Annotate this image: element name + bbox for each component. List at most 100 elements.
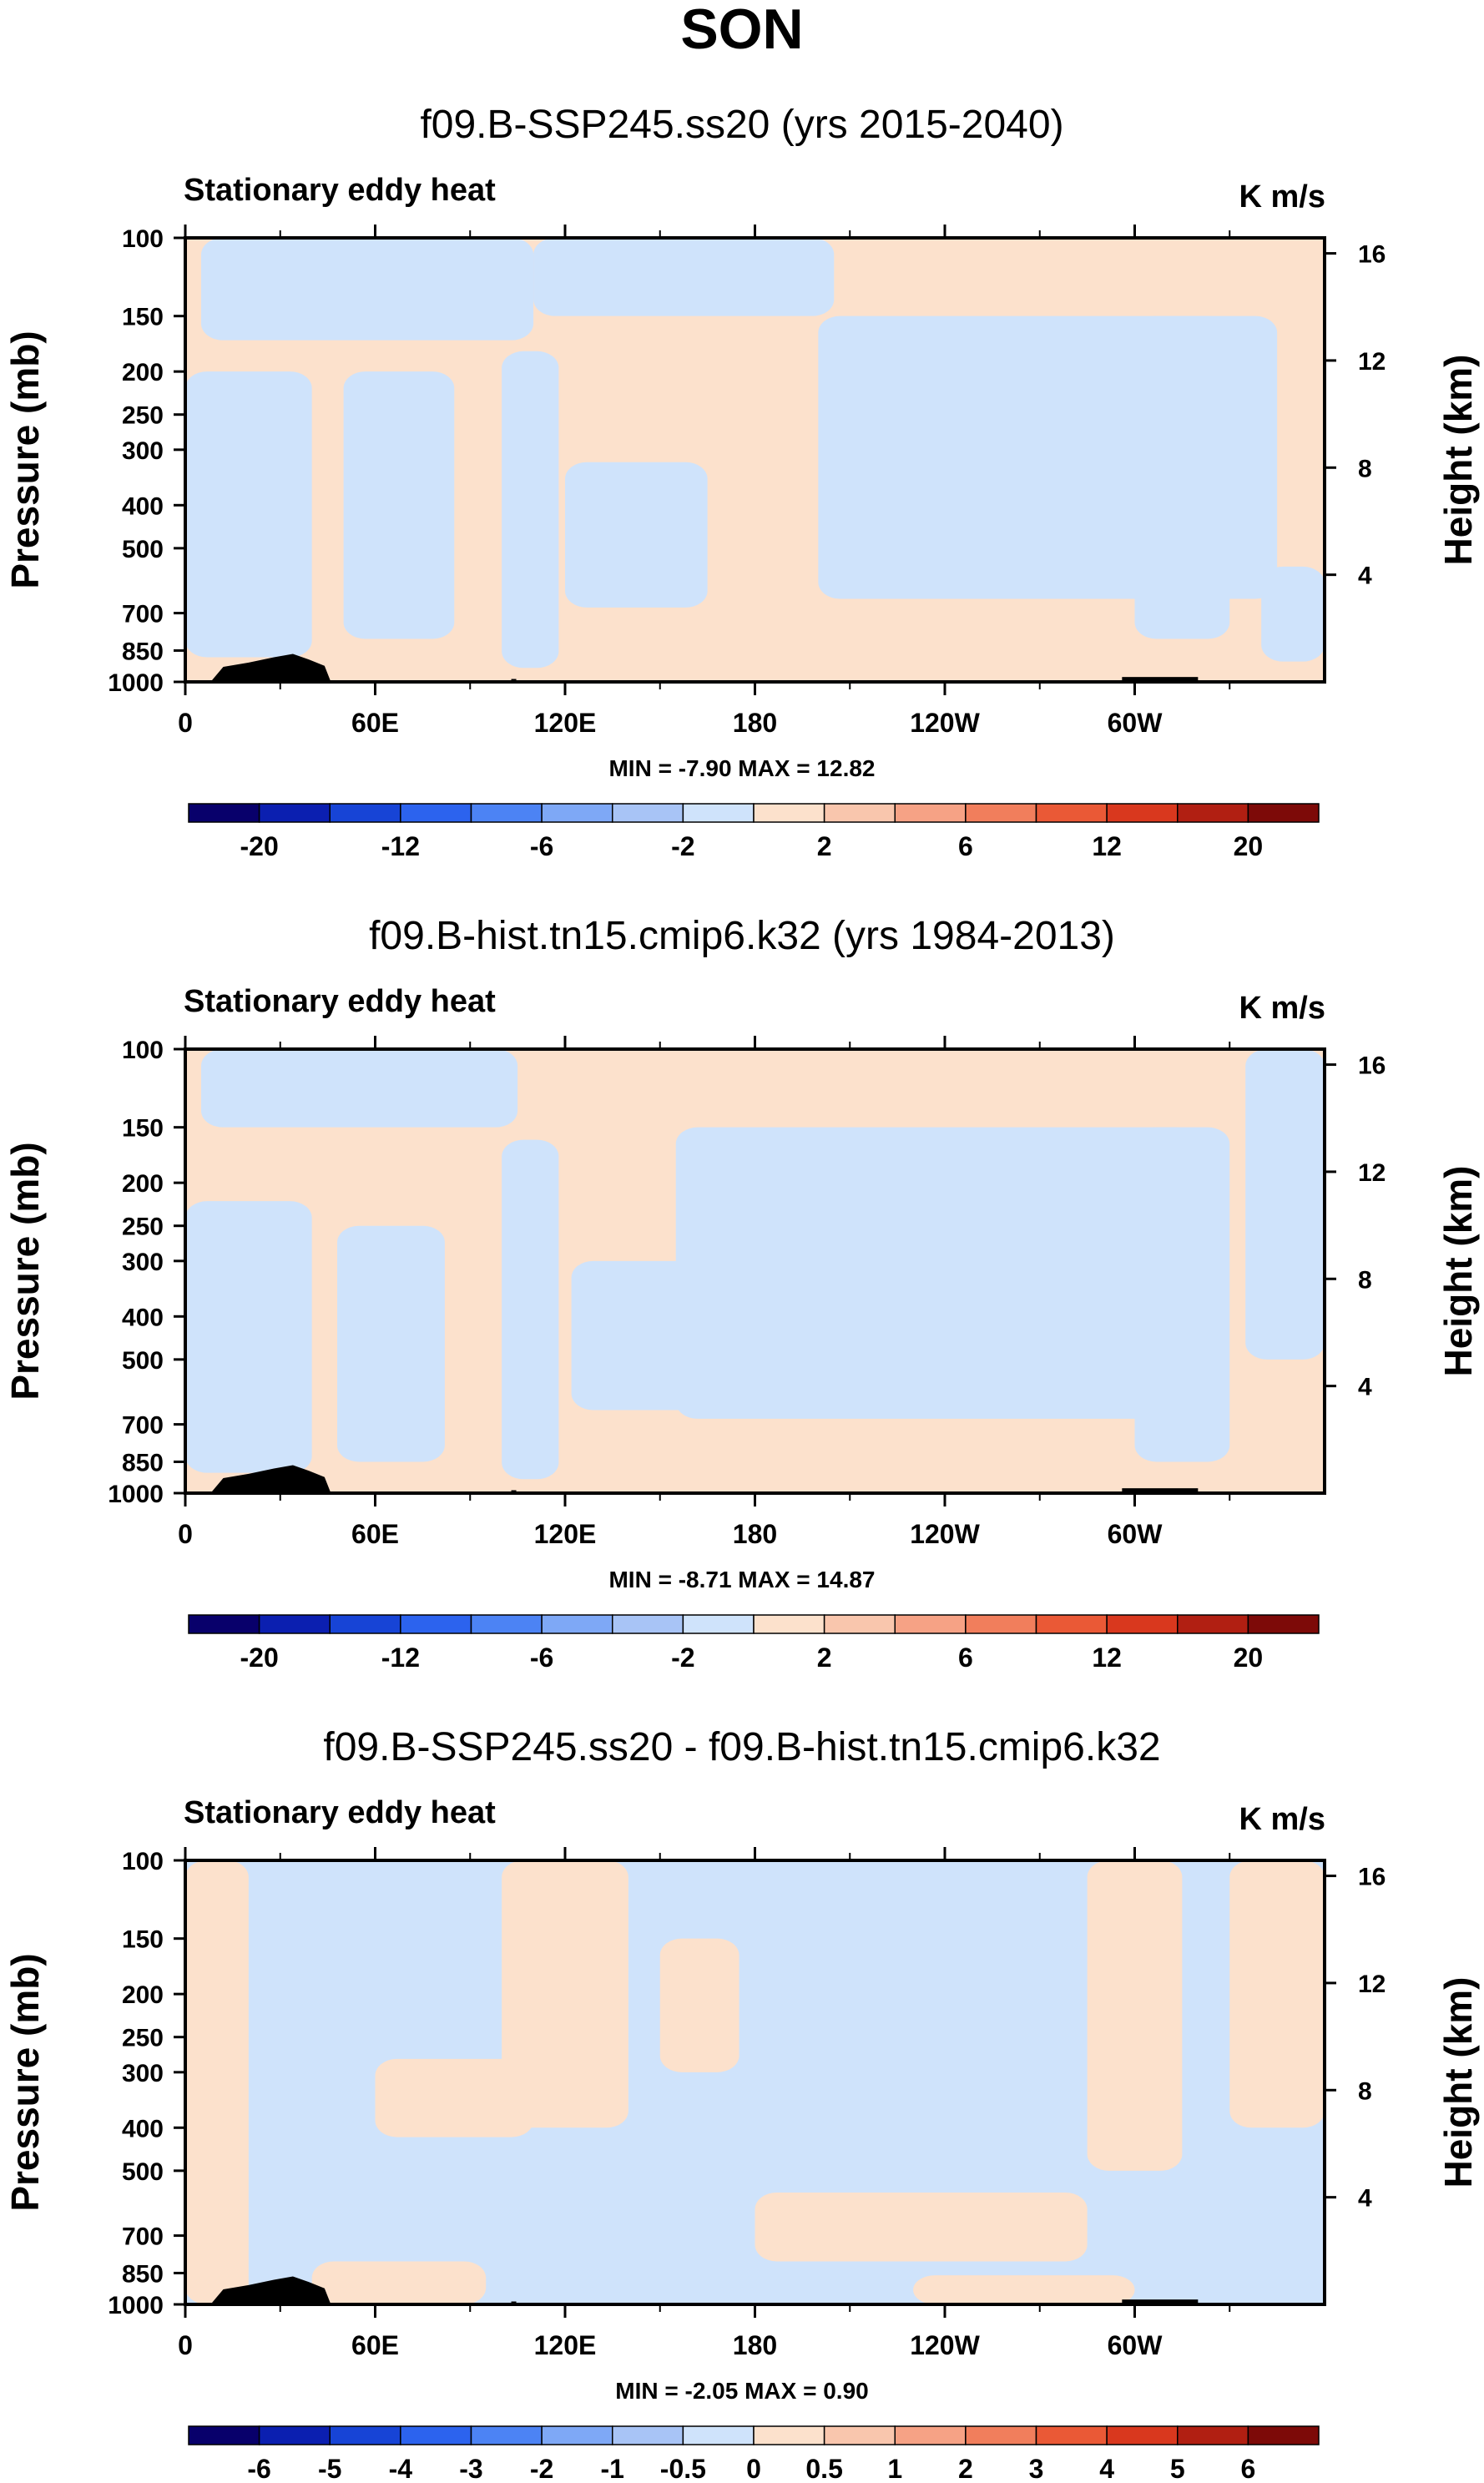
- topography-andes: [1122, 2299, 1199, 2304]
- y-tick-label: 1000: [108, 669, 164, 697]
- y-tick-label: 200: [122, 1170, 164, 1198]
- y-tick-label: 500: [122, 536, 164, 563]
- min-max-stats: MIN = -2.05 MAX = 0.90: [615, 2378, 868, 2404]
- y2-tick-label: 12: [1358, 1159, 1386, 1187]
- y-axis-label: Pressure (mb): [3, 1142, 47, 1400]
- x-tick-label: 180: [733, 708, 777, 738]
- colorbar-label: -2: [530, 2454, 553, 2483]
- field-regions: [185, 1049, 1325, 1480]
- chart-title: f09.B-SSP245.ss20 - f09.B-hist.tn15.cmip…: [323, 1725, 1160, 1769]
- y-tick-label: 700: [122, 1412, 164, 1440]
- y-tick-label: 300: [122, 437, 164, 465]
- field-region-6: [571, 1260, 724, 1411]
- y-tick-label: 500: [122, 2158, 164, 2186]
- colorbar-swatch: [400, 803, 472, 823]
- field-region-5: [502, 1139, 559, 1480]
- colorbar-swatch: [1035, 2425, 1108, 2445]
- colorbar-swatch: [258, 2425, 331, 2445]
- colorbar-swatch: [188, 2425, 260, 2445]
- field-region-2: [675, 1127, 1199, 1419]
- field-region-9: [1261, 566, 1325, 662]
- colorbar-swatch: [470, 1614, 543, 1634]
- field-region-2: [502, 1860, 628, 2128]
- y2-tick-label: 4: [1358, 563, 1372, 590]
- y-tick-label: 850: [122, 1449, 164, 1476]
- colorbar-swatch: [965, 1614, 1037, 1634]
- colorbar-swatch: [329, 2425, 401, 2445]
- y-tick-label: 400: [122, 2115, 164, 2142]
- y-tick-label: 850: [122, 2260, 164, 2288]
- colorbar-label: -1: [601, 2454, 624, 2483]
- colorbar-swatch: [753, 803, 825, 823]
- y2-axis-label: Height (km): [1436, 1977, 1480, 2188]
- colorbar-swatch: [894, 2425, 967, 2445]
- colorbar-swatch: [188, 803, 260, 823]
- chart-panel-1: f09.B-SSP245.ss20 (yrs 2015-2040) Station…: [3, 103, 1480, 861]
- colorbar: -6 -5 -4 -3 -2 -1 -0.5 0 0.5 1 2 3 4 5 6: [188, 2425, 1320, 2483]
- field-region-4: [337, 1225, 445, 1462]
- colorbar-swatch: [823, 803, 896, 823]
- field-region-8: [1134, 315, 1230, 639]
- y2-tick-label: 8: [1358, 2077, 1372, 2105]
- field-region-1: [200, 238, 534, 341]
- field-region-7: [755, 2193, 1088, 2262]
- colorbar-label: -2: [671, 831, 694, 861]
- y-tick-label: 300: [122, 2060, 164, 2087]
- field-region-5: [1229, 1860, 1325, 2128]
- x-tick-label: 120W: [910, 2330, 980, 2360]
- colorbar-label: 2: [817, 1643, 832, 1673]
- colorbar-swatch: [329, 803, 401, 823]
- page-title: SON: [680, 0, 803, 61]
- chart-panel-2: f09.B-hist.tn15.cmip6.k32 (yrs 1984-2013…: [3, 914, 1480, 1673]
- y-axis-label: Pressure (mb): [3, 331, 47, 588]
- colorbar-label: 6: [1240, 2454, 1255, 2483]
- x-tick-label: 60W: [1108, 708, 1163, 738]
- y-tick-label: 250: [122, 402, 164, 430]
- colorbar-label: 4: [1099, 2454, 1114, 2483]
- colorbar-label: -2: [671, 1643, 694, 1673]
- y-axis-label: Pressure (mb): [3, 1953, 47, 2211]
- colorbar-swatch: [612, 1614, 684, 1634]
- colorbar-label: 6: [958, 831, 973, 861]
- colorbar-swatch: [753, 2425, 825, 2445]
- field-region-3: [185, 1201, 312, 1473]
- units-label: K m/s: [1239, 179, 1325, 214]
- colorbar-swatch: [1177, 2425, 1249, 2445]
- field-region-6: [375, 2058, 534, 2137]
- colorbar-swatch: [753, 1614, 825, 1634]
- colorbar-label: 2: [817, 831, 832, 861]
- y-tick-label: 100: [122, 1037, 164, 1064]
- units-label: K m/s: [1239, 1802, 1325, 1837]
- colorbar-label: 2: [958, 2454, 973, 2483]
- colorbar-swatch: [541, 2425, 613, 2445]
- y-tick-label: 850: [122, 638, 164, 665]
- chart-subtitle: Stationary eddy heat: [184, 1795, 496, 1830]
- x-tick-label: 60E: [351, 2330, 399, 2360]
- colorbar-swatch: [1247, 803, 1320, 823]
- colorbar-swatch: [400, 2425, 472, 2445]
- colorbar-swatch: [1106, 2425, 1179, 2445]
- y2-tick-label: 4: [1358, 2185, 1372, 2213]
- colorbar-label: -3: [459, 2454, 482, 2483]
- colorbar-label: 6: [958, 1643, 973, 1673]
- topography-africa: [210, 1465, 331, 1493]
- colorbar: -20 -12 -6 -2 2 6 12 20: [188, 1614, 1320, 1673]
- y2-axis-label: Height (km): [1436, 1166, 1480, 1377]
- colorbar-label: 5: [1170, 2454, 1185, 2483]
- y-tick-label: 300: [122, 1249, 164, 1276]
- colorbar-swatch: [612, 803, 684, 823]
- colorbar-swatch: [470, 2425, 543, 2445]
- x-tick-label: 0: [178, 2330, 193, 2360]
- colorbar-swatch: [541, 1614, 613, 1634]
- y-tick-label: 1000: [108, 2292, 164, 2319]
- y-tick-label: 100: [122, 225, 164, 253]
- colorbar-swatch: [682, 803, 755, 823]
- colorbar-swatch: [541, 803, 613, 823]
- field-region-5: [343, 371, 455, 639]
- colorbar-label: 1: [887, 2454, 902, 2483]
- colorbar-swatch: [1177, 1614, 1249, 1634]
- field-regions: [185, 1860, 1325, 2304]
- y-tick-label: 150: [122, 304, 164, 331]
- colorbar-label: -4: [389, 2454, 413, 2483]
